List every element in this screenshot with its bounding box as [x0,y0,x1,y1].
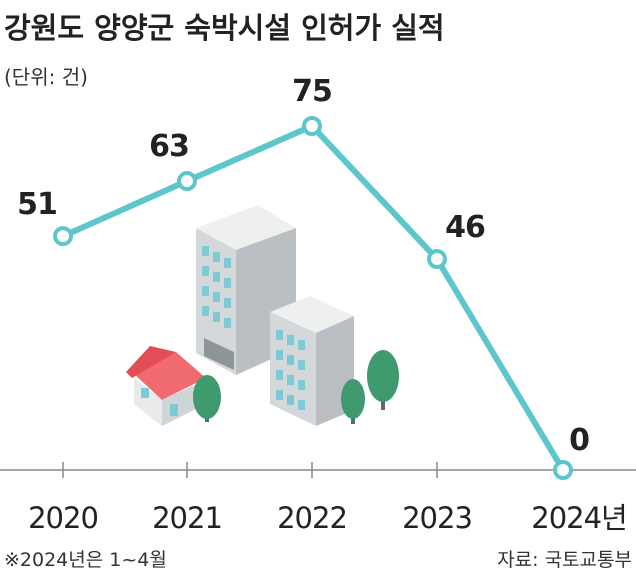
value-label: 46 [445,210,485,245]
data-point [553,460,573,480]
data-point [177,171,197,192]
x-tick-labels: 2020 2021 2022 2023 2024년 [28,501,628,535]
x-tick-label: 2023 [402,501,472,535]
footnote: ※2024년은 1~4월 [4,549,167,571]
data-point [53,226,73,247]
x-tick-label: 2020 [28,501,98,535]
value-label: 75 [292,74,332,109]
data-point [427,249,447,270]
x-tick-label: 2024년 [531,501,626,535]
value-label: 51 [17,187,57,222]
value-labels: 51 63 75 46 0 [17,74,590,458]
value-label: 63 [149,129,189,164]
buildings-illustration [126,205,399,426]
x-tick-label: 2022 [277,501,347,535]
unit-label: (단위: 건) [4,65,88,89]
chart-title: 강원도 양양군 숙박시설 인허가 실적 [4,11,445,45]
x-tick-label: 2021 [152,501,222,535]
data-points [53,116,573,480]
source-note: 자료: 국토교통부 [497,549,632,571]
value-label: 0 [569,423,589,458]
data-point [302,116,322,136]
